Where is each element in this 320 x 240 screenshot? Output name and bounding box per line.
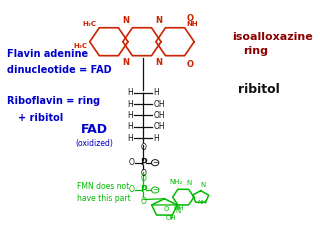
Text: N: N — [175, 208, 180, 214]
Text: isoalloxazine: isoalloxazine — [232, 32, 313, 42]
Text: NH: NH — [186, 21, 198, 27]
Text: O: O — [163, 206, 169, 212]
Text: ribitol: ribitol — [237, 83, 279, 96]
Text: N: N — [186, 180, 191, 186]
Text: H: H — [127, 134, 133, 143]
Text: N: N — [122, 58, 129, 67]
Text: H: H — [127, 88, 133, 97]
Text: N: N — [155, 16, 162, 25]
Text: Flavin adenine: Flavin adenine — [7, 48, 88, 59]
Text: H: H — [127, 122, 133, 131]
Text: OH: OH — [154, 100, 165, 109]
Text: N: N — [155, 58, 162, 67]
Text: O: O — [140, 174, 146, 183]
Text: OH: OH — [166, 215, 176, 221]
Text: ring: ring — [243, 46, 268, 56]
Text: H: H — [154, 134, 159, 143]
Text: dinucleotide = FAD: dinucleotide = FAD — [7, 65, 112, 75]
Text: O: O — [140, 169, 146, 178]
Text: FMN does not: FMN does not — [77, 182, 130, 191]
Text: H: H — [127, 111, 133, 120]
Text: OH: OH — [173, 205, 184, 211]
Text: NH₂: NH₂ — [170, 179, 183, 185]
Text: H: H — [127, 100, 133, 109]
Text: FAD: FAD — [81, 123, 108, 136]
Text: N: N — [200, 182, 205, 188]
Text: H₃C: H₃C — [73, 43, 87, 49]
Text: H₃C: H₃C — [83, 21, 96, 27]
Text: O: O — [128, 186, 134, 194]
Text: O: O — [128, 158, 134, 167]
Text: O: O — [187, 14, 194, 23]
Text: −: − — [152, 187, 158, 193]
Text: O: O — [140, 143, 146, 152]
Text: N: N — [122, 16, 129, 25]
Text: P: P — [140, 186, 147, 194]
Text: O: O — [140, 197, 146, 206]
Text: NH: NH — [197, 200, 207, 205]
Text: (oxidized): (oxidized) — [75, 139, 113, 148]
Text: O: O — [187, 60, 194, 69]
Text: −: − — [152, 160, 158, 166]
Text: OH: OH — [154, 122, 165, 131]
Text: H: H — [154, 88, 159, 97]
Text: + ribitol: + ribitol — [18, 113, 63, 123]
Text: have this part: have this part — [77, 194, 131, 203]
Text: OH: OH — [154, 111, 165, 120]
Text: Riboflavin = ring: Riboflavin = ring — [7, 96, 100, 106]
Text: P: P — [140, 158, 147, 167]
